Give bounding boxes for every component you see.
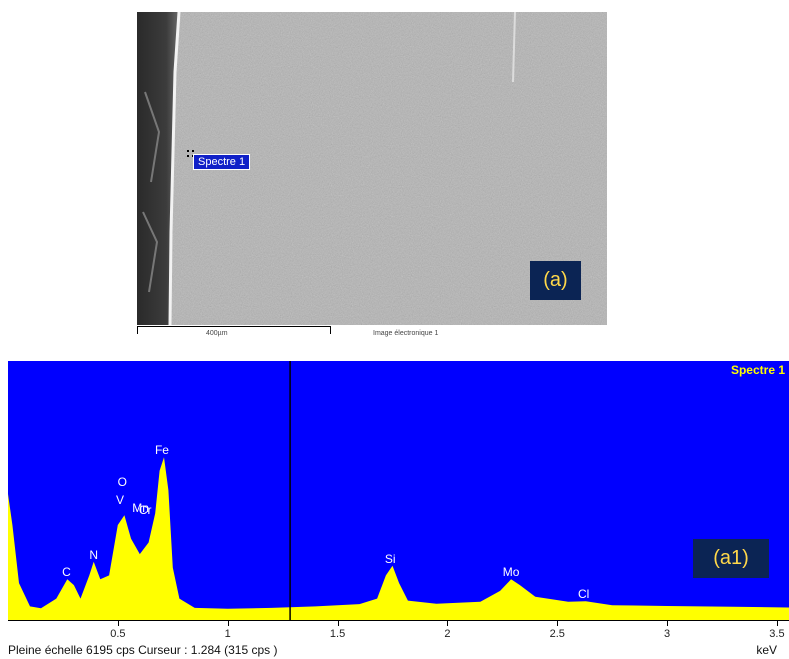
scale-bar-label: 400µm [206, 330, 228, 337]
scale-bar-left-tick [137, 326, 138, 334]
tick-mark [776, 620, 778, 626]
tick-mark [667, 620, 669, 626]
peak-label-si: Si [384, 551, 396, 566]
tick-mark [447, 620, 449, 626]
energy-axis [8, 620, 789, 641]
tick-mark [337, 620, 339, 626]
scale-bar-right-tick [330, 326, 331, 334]
peak-label-mo: Mo [502, 565, 520, 580]
peak-label-c: C [62, 565, 71, 580]
spot-marker-icon [187, 150, 194, 157]
panel-tag-a1: (a1) [693, 539, 769, 578]
micrograph-texture [137, 12, 607, 325]
image-caption: Image électronique 1 [373, 330, 439, 337]
tick-label: 1.5 [329, 628, 346, 640]
spectrum-plot [8, 361, 789, 620]
tick-label: 3.5 [769, 628, 785, 640]
peak-label-cr: Cr [138, 503, 152, 518]
tick-mark [557, 620, 559, 626]
peak-label-cl: Cl [577, 587, 590, 602]
tick-mark [117, 620, 119, 626]
spectrum-title: Spectre 1 [730, 363, 785, 377]
tick-label: 2 [444, 628, 451, 640]
peak-label-n: N [89, 547, 99, 562]
spot-label: Spectre 1 [193, 154, 251, 170]
peak-label-o: O [117, 475, 127, 490]
tick-label: 3 [664, 628, 671, 640]
tick-label: 2.5 [549, 628, 565, 640]
peak-label-v: V [116, 493, 125, 508]
peak-label-mn: Mn [132, 501, 149, 516]
panel-tag-a: (a) [530, 261, 581, 300]
scale-bar [137, 326, 331, 327]
sem-micrograph: Spectre 1 [137, 12, 607, 325]
eds-spectrum: Spectre 1 [8, 361, 789, 620]
tick-label: 0.5 [110, 628, 126, 640]
status-line: Pleine échelle 6195 cps Curseur : 1.284 … [8, 643, 278, 657]
tick-mark [227, 620, 229, 626]
unit-label: keV [756, 643, 777, 657]
peak-label-fe: Fe [154, 443, 169, 458]
tick-label: 1 [224, 628, 231, 640]
spectrum-profile [8, 457, 789, 620]
